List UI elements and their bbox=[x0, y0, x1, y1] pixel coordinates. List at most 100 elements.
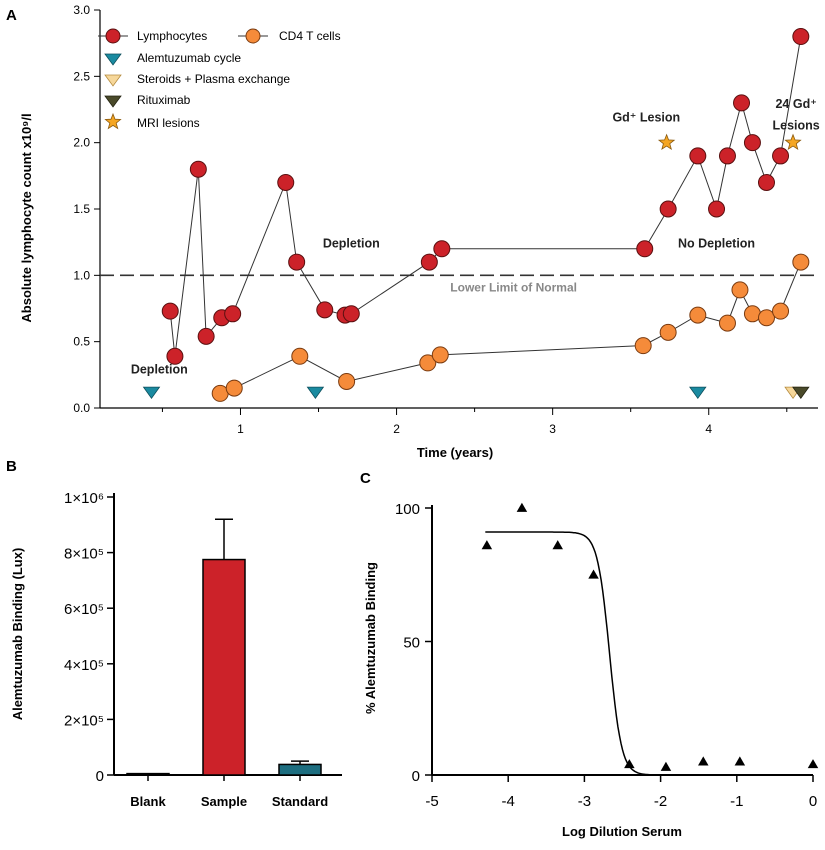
lymphocytes-point bbox=[733, 94, 751, 112]
legend-lymphocytes-marker bbox=[105, 28, 121, 44]
lymphocytes-point bbox=[772, 147, 790, 165]
panel-b-chart: Alemtuzumab Binding (Lux) 0 2×10⁵ 4×10⁵ 6×1… bbox=[10, 490, 342, 809]
mri-lesion-star bbox=[784, 133, 802, 150]
cd4-point bbox=[431, 346, 449, 364]
lymphocytes-point bbox=[636, 240, 654, 258]
y-tick-label: 0 bbox=[96, 768, 104, 785]
x-tick-label: -2 bbox=[654, 793, 667, 810]
legend-alemtuzumab-label: Alemtuzumab cycle bbox=[137, 51, 241, 65]
legend-mri-star-marker bbox=[104, 112, 122, 130]
legend-cd4-marker bbox=[245, 28, 261, 44]
data-point-triangle bbox=[660, 761, 672, 771]
annotation-text: Lesions bbox=[773, 118, 820, 132]
cd4-point bbox=[743, 305, 761, 323]
lymphocytes-point bbox=[342, 305, 360, 323]
panel-a-chart: Absolute lymphocyte count x10⁹/l Time (y… bbox=[19, 3, 820, 460]
lymphocytes-point bbox=[659, 200, 677, 218]
data-point-triangle bbox=[588, 569, 599, 579]
bar-standard bbox=[278, 763, 322, 776]
legend-rituximab-marker bbox=[104, 95, 122, 108]
x-tick-label: -5 bbox=[425, 793, 438, 810]
alemtuzumab-cycle-marker bbox=[142, 386, 161, 400]
cd4-point bbox=[792, 253, 810, 271]
lymphocytes-point bbox=[161, 302, 179, 320]
panel-b-y-axis-title: Alemtuzumab Binding (Lux) bbox=[10, 548, 25, 721]
cd4-point bbox=[338, 372, 356, 390]
lymphocytes-point bbox=[189, 160, 207, 178]
y-tick-label: 1×10⁶ bbox=[64, 490, 104, 507]
lymphocytes-point bbox=[420, 253, 438, 271]
annotation-text: Depletion bbox=[323, 236, 380, 250]
cd4-point bbox=[689, 306, 707, 324]
legend-steroids-label: Steroids + Plasma exchange bbox=[137, 72, 290, 86]
panel-c-y-axis-title: % Alemtuzumab Binding bbox=[363, 562, 378, 714]
legend-lymphocytes-label: Lymphocytes bbox=[137, 29, 207, 43]
lymphocytes-point bbox=[316, 301, 334, 319]
cd4-point bbox=[225, 379, 243, 397]
panel-c-x-axis-title: Log Dilution Serum bbox=[562, 824, 682, 839]
y-tick-label: 1.5 bbox=[73, 202, 90, 216]
bar-blank bbox=[126, 772, 170, 776]
x-tick-label: -1 bbox=[730, 793, 743, 810]
lymphocytes-point bbox=[708, 200, 726, 218]
annotation-text: Gd⁺ Lesion bbox=[612, 110, 680, 124]
panel-a-x-axis-title: Time (years) bbox=[417, 445, 493, 460]
x-tick-label: -4 bbox=[502, 793, 515, 810]
cd4-point bbox=[757, 309, 775, 327]
legend-cd4-label: CD4 T cells bbox=[279, 29, 341, 43]
cd4-point bbox=[772, 302, 790, 320]
data-point-triangle bbox=[698, 756, 709, 766]
lymphocytes-point bbox=[757, 173, 775, 191]
x-tick-label: 1 bbox=[237, 422, 244, 436]
data-point-triangle bbox=[516, 502, 528, 512]
cd4-point bbox=[718, 314, 736, 332]
panel-a-letter: A bbox=[6, 7, 17, 24]
lymphocytes-point bbox=[718, 147, 736, 165]
legend-alemtuzumab-marker bbox=[104, 53, 122, 66]
y-tick-label: 2.0 bbox=[73, 136, 90, 150]
lymphocytes-point bbox=[689, 147, 707, 165]
x-tick-label: -3 bbox=[578, 793, 591, 810]
cd4-point bbox=[731, 281, 749, 299]
data-point-triangle bbox=[734, 756, 746, 766]
annotation-text: 24 Gd⁺ bbox=[775, 97, 816, 111]
x-tick-label: 2 bbox=[393, 422, 400, 436]
y-tick-label: 4×10⁵ bbox=[64, 657, 104, 674]
rituximab-marker bbox=[792, 386, 810, 400]
annotation-text: No Depletion bbox=[678, 236, 755, 250]
lymphocytes-point bbox=[743, 134, 761, 152]
lymphocytes-point bbox=[277, 173, 295, 191]
x-category-label: Blank bbox=[130, 794, 166, 809]
panel-b-letter: B bbox=[6, 458, 17, 475]
alemtuzumab-cycle-marker bbox=[689, 386, 707, 400]
data-point-triangle bbox=[481, 540, 493, 550]
lymphocytes-point bbox=[224, 305, 242, 323]
cd4-point bbox=[419, 354, 437, 372]
cd4-point bbox=[291, 347, 309, 365]
legend-rituximab-label: Rituximab bbox=[137, 93, 191, 107]
data-point-triangle bbox=[807, 759, 819, 769]
y-tick-label: 0.0 bbox=[73, 401, 90, 415]
panel-c-letter: C bbox=[360, 470, 371, 487]
y-tick-label: 6×10⁵ bbox=[64, 601, 104, 618]
bar-sample bbox=[202, 558, 246, 776]
x-category-label: Standard bbox=[272, 794, 328, 809]
alemtuzumab-cycle-marker bbox=[306, 386, 325, 400]
annotation-text: Depletion bbox=[131, 363, 188, 377]
lymphocytes-point bbox=[166, 347, 184, 365]
lymphocytes-point bbox=[433, 240, 451, 258]
y-tick-label: 2.5 bbox=[73, 69, 90, 83]
y-tick-label: 0.5 bbox=[73, 335, 90, 349]
y-tick-label: 0 bbox=[412, 768, 420, 785]
x-tick-label: 3 bbox=[549, 422, 556, 436]
x-tick-label: 4 bbox=[705, 422, 712, 436]
y-tick-label: 3.0 bbox=[73, 3, 90, 17]
mri-lesion-star bbox=[657, 133, 676, 150]
data-point-triangle bbox=[624, 759, 635, 769]
x-tick-label: 0 bbox=[809, 793, 817, 810]
panel-a-legend: Lymphocytes CD4 T cells Alemtuzumab cycl… bbox=[98, 28, 341, 130]
y-tick-label: 2×10⁵ bbox=[64, 712, 104, 729]
x-category-label: Sample bbox=[201, 794, 247, 809]
y-tick-label: 50 bbox=[403, 635, 420, 652]
